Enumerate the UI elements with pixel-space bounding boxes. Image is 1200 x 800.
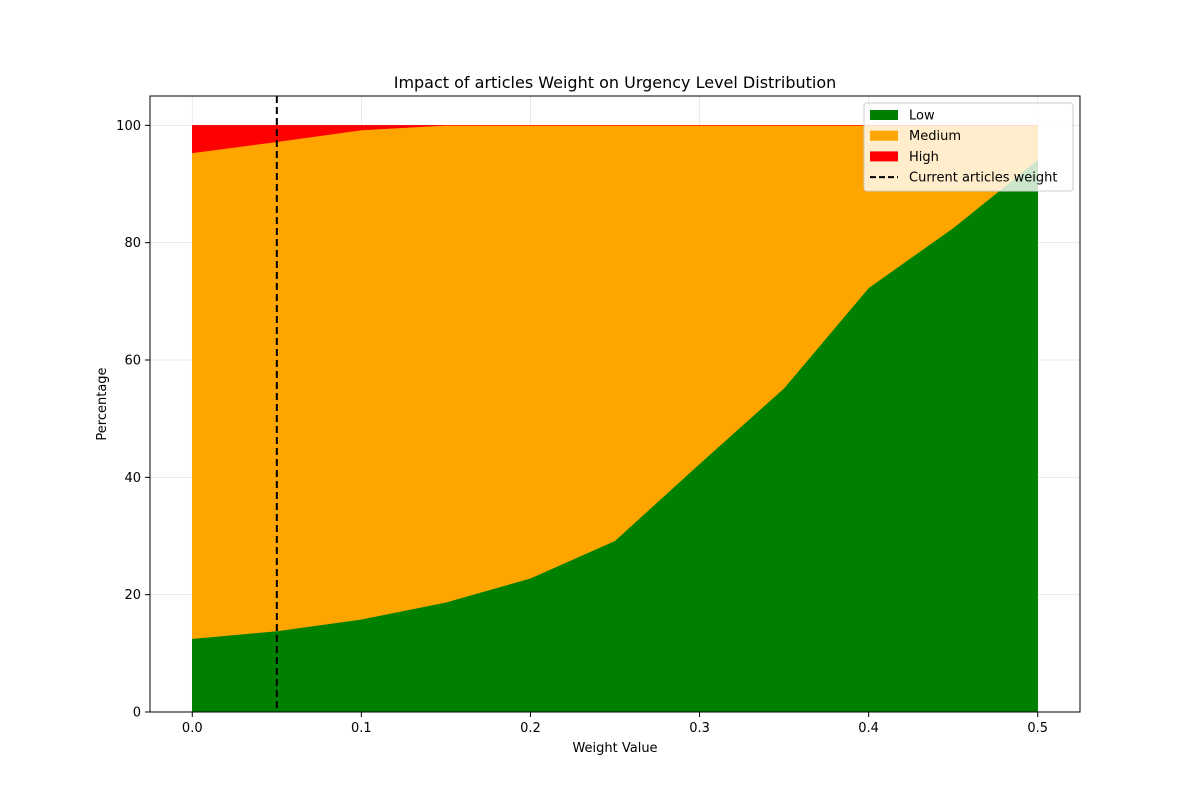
y-tick-label: 60 [124, 354, 141, 369]
plot-frame [149, 95, 1081, 713]
legend-label-low: Low [909, 109, 935, 124]
y-tick-label: 80 [124, 236, 141, 251]
x-tick-label: 0.4 [858, 721, 879, 736]
legend-swatch-high [870, 151, 898, 162]
y-tick-label: 0 [133, 706, 141, 721]
x-axis: 0.0 0.1 0.2 0.3 0.4 0.5 [182, 712, 1048, 736]
y-tick-label: 40 [124, 471, 141, 486]
stacked-areas [192, 125, 1038, 713]
x-axis-title: Weight Value [572, 741, 657, 756]
x-tick-label: 0.3 [689, 721, 710, 736]
legend-swatch-medium [870, 130, 898, 141]
y-tick-label: 20 [124, 588, 141, 603]
x-tick-label: 0.0 [182, 721, 203, 736]
legend-label-medium: Medium [909, 129, 961, 144]
chart-title: Impact of articles Weight on Urgency Lev… [394, 73, 837, 92]
legend-label-high: High [909, 150, 939, 165]
x-tick-label: 0.5 [1027, 721, 1048, 736]
legend-box [863, 102, 1074, 192]
legend-label-current-weight: Current articles weight [909, 171, 1057, 186]
y-axis: 0 20 40 60 80 100 [116, 119, 150, 721]
legend: Low Medium High Current articles weight [863, 102, 1074, 192]
x-tick-label: 0.1 [351, 721, 372, 736]
y-tick-label: 100 [116, 119, 141, 134]
legend-swatch-low [870, 110, 898, 120]
y-axis-title: Percentage [95, 367, 110, 440]
x-tick-label: 0.2 [520, 721, 541, 736]
